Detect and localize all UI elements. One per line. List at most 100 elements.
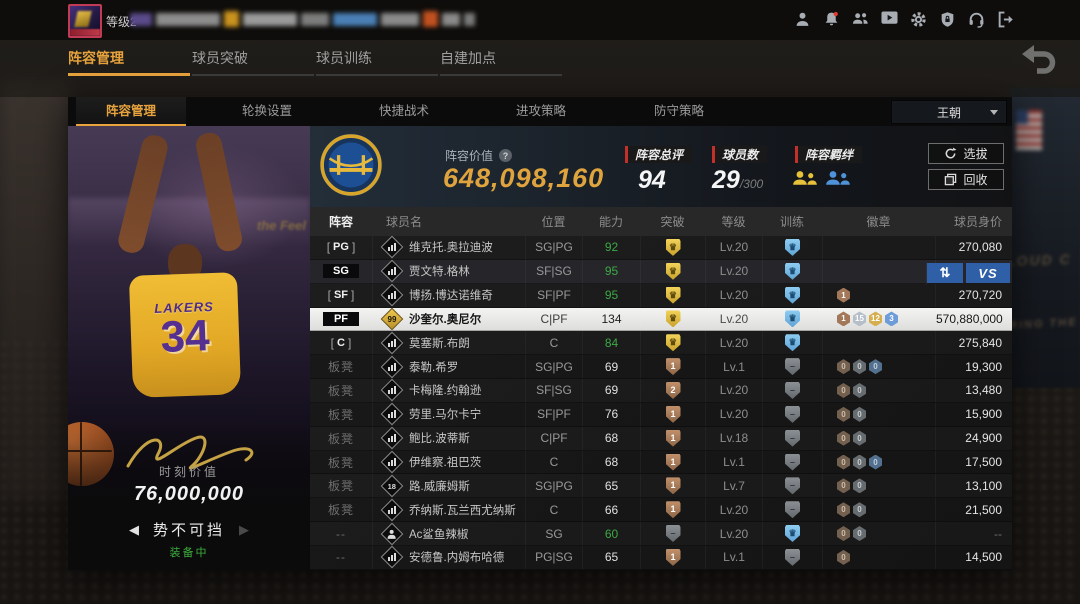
- table-row[interactable]: 板凳 卡梅隆.约翰逊 SF|SG 69 2 Lv.20–0 0 13,480: [310, 379, 1012, 403]
- training-empty-badge: –: [785, 405, 800, 423]
- breakthrough-cell: ♛: [640, 236, 705, 259]
- prev-moment-arrow[interactable]: ◀: [128, 521, 139, 537]
- medal-badge: 0: [837, 478, 850, 494]
- breakthrough-level-badge: 1: [665, 548, 681, 566]
- exit-icon[interactable]: [997, 11, 1014, 28]
- avatar[interactable]: [68, 4, 102, 38]
- table-row[interactable]: 板凳 鲍比.波蒂斯 C|PF 68 1 Lv.18–0 0 24,900: [310, 426, 1012, 451]
- table-row[interactable]: 板凳 伊维察.祖巴茨 C 68 1 Lv.1–0 0 0 17,500: [310, 450, 1012, 475]
- ability-cell: 69: [582, 355, 640, 379]
- next-moment-arrow[interactable]: ▶: [239, 521, 249, 537]
- number-18-icon: 18: [380, 474, 404, 498]
- table-row[interactable]: 板凳 乔纳斯.瓦兰西尤纳斯 C 66 1 Lv.20–0 0 21,500: [310, 498, 1012, 523]
- value-cell: 270,080: [935, 236, 1012, 259]
- training-cell: –: [762, 545, 822, 569]
- medal-badge: 12: [869, 311, 882, 327]
- help-icon[interactable]: ?: [499, 149, 513, 162]
- notification-bell-icon[interactable]: [823, 11, 840, 28]
- synergy-blue-icon[interactable]: [825, 170, 850, 187]
- friends-icon[interactable]: [852, 11, 869, 28]
- tab-player-breakthrough[interactable]: 球员突破: [192, 48, 314, 76]
- player-count-label: 球员数: [712, 146, 768, 163]
- slot-label: SG: [323, 264, 359, 279]
- synergy-gold-icon[interactable]: [792, 170, 817, 187]
- player-stats-icon: [380, 355, 404, 378]
- medals-cell: [822, 236, 935, 259]
- breakthrough-level-badge: 1: [665, 429, 681, 447]
- player-stats-icon: [380, 283, 404, 307]
- slot-cell: 板凳: [310, 403, 372, 426]
- support-headset-icon[interactable]: [968, 11, 985, 28]
- training-empty-badge: –: [785, 501, 800, 519]
- tab-lineup-management[interactable]: 阵容管理: [68, 48, 190, 76]
- table-row[interactable]: [C] 莫塞斯.布朗 C 84 ♛ Lv.20 ♛ 275,840: [310, 331, 1012, 356]
- slot-cell: 板凳: [310, 474, 372, 497]
- table-row[interactable]: -- Ac鲨鱼辣椒 SG 60– Lv.20 ♛ 0 0 --: [310, 522, 1012, 546]
- breakthrough-crown-badge: ♛: [665, 310, 681, 328]
- team-logo: [318, 132, 384, 198]
- medal-badge: 1: [837, 287, 850, 303]
- breakthrough-cell: 2: [640, 379, 705, 402]
- table-row[interactable]: PF 99 沙奎尔.奥尼尔 C|PF 134 ♛ Lv.20 ♛ 1 15 12 3 570,880,0…: [310, 307, 1012, 332]
- table-row[interactable]: 板凳 劳里.马尔卡宁 SF|PF 76 1 Lv.20–0 0 15,900: [310, 402, 1012, 427]
- player-photo: the Feel LAKERS 34: [68, 126, 310, 570]
- training-cell: ♛: [762, 283, 822, 307]
- level-cell: Lv.20: [705, 259, 762, 283]
- level-cell: Lv.20: [705, 522, 762, 545]
- table-row[interactable]: [PG] 维克托.奥拉迪波 SG|PG 92 ♛ Lv.20 ♛ 270,080: [310, 236, 1012, 260]
- player-name-cell: 鲍比.波蒂斯: [372, 426, 525, 450]
- subtab-tactics[interactable]: 快捷战术: [378, 104, 429, 118]
- table-row[interactable]: -- 安德鲁.内姆布哈德 PG|SG 65 1 Lv.1 – 0 14,500: [310, 545, 1012, 570]
- table-row[interactable]: [SF] 博扬.博达诺维奇 SF|PF 95 ♛ Lv.20 ♛ 1 270,720: [310, 283, 1012, 308]
- jersey-number: 34: [159, 311, 211, 362]
- slot-cell: [C]: [310, 331, 372, 354]
- security-shield-icon[interactable]: [939, 11, 956, 28]
- subtab-rotation[interactable]: 轮换设置: [241, 104, 292, 118]
- vs-button[interactable]: VS: [966, 263, 1010, 284]
- ability-cell: 66: [582, 498, 640, 522]
- subtab-offense[interactable]: 进攻策略: [515, 104, 566, 118]
- player-name-cell: 安德鲁.内姆布哈德: [372, 545, 525, 569]
- breakthrough-crown-badge: ♛: [665, 286, 681, 304]
- medals-cell: 1: [822, 283, 935, 307]
- settings-gear-icon[interactable]: [910, 11, 927, 28]
- breakthrough-level-badge: 1: [665, 453, 681, 471]
- position-cell: SF|PF: [525, 402, 582, 426]
- table-row[interactable]: 板凳 18 路.威廉姆斯 SG|PG 65 1 Lv.7–0 0 13,100: [310, 474, 1012, 499]
- position-cell: SG|PG: [525, 355, 582, 379]
- training-cell: –: [762, 379, 822, 402]
- breakthrough-level-badge: 1: [665, 358, 681, 376]
- training-empty-badge: –: [785, 381, 800, 399]
- slot-label: --: [336, 526, 346, 541]
- equipped-badge: 装备中: [169, 547, 209, 559]
- select-button[interactable]: 选拔: [928, 143, 1004, 164]
- team-dropdown[interactable]: 王朝: [891, 100, 1007, 124]
- profile-icon[interactable]: [794, 11, 811, 28]
- value-cell: 13,480: [935, 379, 1012, 402]
- video-icon[interactable]: [881, 11, 898, 28]
- table-row[interactable]: 板凳 泰勒.希罗 SG|PG 69 1 Lv.1–0 0 0 19,300: [310, 355, 1012, 380]
- tab-player-training[interactable]: 球员训练: [316, 48, 438, 76]
- recycle-button[interactable]: 回收: [928, 169, 1004, 190]
- tab-custom-points[interactable]: 自建加点: [440, 48, 562, 76]
- table-row[interactable]: SG 贾文特.格林 SF|SG 95 ♛ Lv.20 ♛ ⇅ VS: [310, 259, 1012, 285]
- medals-cell: 1 15 12 3: [822, 307, 935, 331]
- back-icon[interactable]: [1020, 44, 1056, 74]
- ability-cell: 95: [582, 259, 640, 283]
- ability-cell: 68: [582, 426, 640, 450]
- subtab-defense[interactable]: 防守策略: [653, 104, 704, 118]
- value-cell: 15,900: [935, 402, 1012, 426]
- sub-tab-bar: 阵容管理 轮换设置 快捷战术 进攻策略 防守策略 王朝: [68, 97, 1012, 126]
- chevron-down-icon: [990, 110, 998, 115]
- breakthrough-cell: 1: [640, 402, 705, 426]
- subtab-lineup[interactable]: 阵容管理: [76, 97, 186, 126]
- swap-button[interactable]: ⇅: [927, 263, 963, 284]
- slot-cell: 板凳: [310, 498, 372, 521]
- rating-99-icon: 99: [380, 307, 404, 331]
- medal-badge: 0: [837, 502, 850, 518]
- medal-badge: 0: [837, 454, 850, 470]
- player-name-cell: Ac鲨鱼辣椒: [372, 522, 525, 545]
